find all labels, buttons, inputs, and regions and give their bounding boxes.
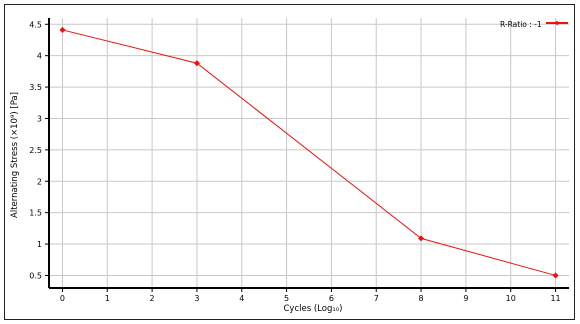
- x-tick-label: 4: [239, 294, 244, 303]
- y-tick-label: 4: [37, 52, 42, 61]
- y-tick-label: 2.5: [29, 146, 42, 155]
- x-tick-label: 6: [329, 294, 334, 303]
- x-tick-label: 1: [105, 294, 110, 303]
- x-tick-label: 11: [550, 294, 560, 303]
- chart-frame: 0 1 2 3 4 5 6 7 8 9 10 11 0.5 1 1.5 2 2.5 3 3.5 4 4.5 R-Rati…: [4, 4, 575, 320]
- x-tick-label: 2: [150, 294, 155, 303]
- y-tick-label: 1: [37, 240, 42, 249]
- data-point: [59, 26, 66, 33]
- grid-layer: [49, 18, 569, 288]
- x-tick-label: 10: [506, 294, 516, 303]
- y-tick-label: 4.5: [29, 20, 42, 29]
- plot-area: [49, 18, 569, 288]
- axis-layer: 0 1 2 3 4 5 6 7 8 9 10 11 0.5 1 1.5 2 2.5 3 3.5 4 4.5: [29, 18, 569, 303]
- x-axis-title: Cycles (Log₁₀): [284, 304, 343, 314]
- legend-marker: [554, 20, 560, 26]
- chart-svg: 0 1 2 3 4 5 6 7 8 9 10 11 0.5 1 1.5 2 2.5 3 3.5 4 4.5 R-Rati…: [10, 18, 569, 314]
- data-point: [552, 272, 559, 279]
- series-line: [62, 29, 556, 276]
- x-tick-label: 9: [463, 294, 468, 303]
- x-tick-label: 8: [419, 294, 424, 303]
- y-tick-label: 3.5: [29, 83, 42, 92]
- y-axis-title: Alternating Stress (×10⁹) [Pa]: [10, 92, 20, 218]
- y-tick-label: 1.5: [29, 209, 42, 218]
- y-tick-label: 3: [37, 114, 42, 123]
- x-tick-label: 7: [374, 294, 379, 303]
- data-point: [193, 60, 200, 67]
- y-tick-label: 2: [37, 177, 42, 186]
- series-layer: [59, 26, 559, 279]
- legend: R-Ratio : -1: [500, 20, 568, 29]
- data-point: [418, 235, 425, 242]
- x-tick-label: 5: [284, 294, 289, 303]
- legend-label: R-Ratio : -1: [500, 20, 542, 29]
- y-tick-label: 0.5: [29, 271, 42, 280]
- x-tick-label: 3: [194, 294, 199, 303]
- x-tick-label: 0: [60, 294, 65, 303]
